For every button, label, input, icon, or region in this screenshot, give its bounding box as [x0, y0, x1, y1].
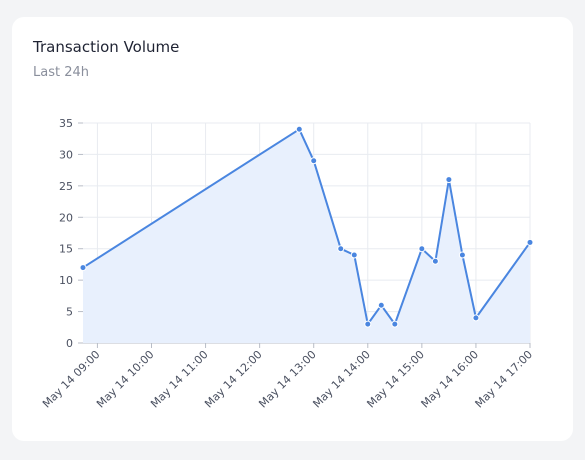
point — [350, 251, 358, 259]
y-tick-label: 5 — [66, 306, 73, 319]
y-tick-label: 10 — [59, 274, 73, 287]
area — [83, 129, 530, 343]
point — [472, 314, 480, 322]
x-tick-label: May 14 17:00 — [473, 348, 536, 411]
point — [79, 264, 87, 272]
point — [418, 245, 426, 253]
point — [364, 320, 372, 328]
point — [377, 301, 385, 309]
chart-title: Transaction Volume — [32, 38, 179, 56]
line — [82, 128, 531, 326]
y-tick-label: 20 — [59, 211, 73, 224]
point — [337, 245, 345, 253]
point — [431, 257, 439, 265]
point — [310, 157, 318, 165]
point — [458, 251, 466, 259]
y-tick-label: 0 — [66, 337, 73, 350]
point — [445, 176, 453, 184]
point — [295, 125, 303, 133]
point — [391, 320, 399, 328]
y-tick-label: 15 — [59, 243, 73, 256]
point — [526, 238, 534, 246]
y-tick-label: 30 — [59, 148, 73, 161]
y-tick-label: 25 — [59, 180, 73, 193]
y-tick-label: 35 — [59, 117, 73, 130]
chart-subtitle: Last 24h — [33, 65, 89, 80]
